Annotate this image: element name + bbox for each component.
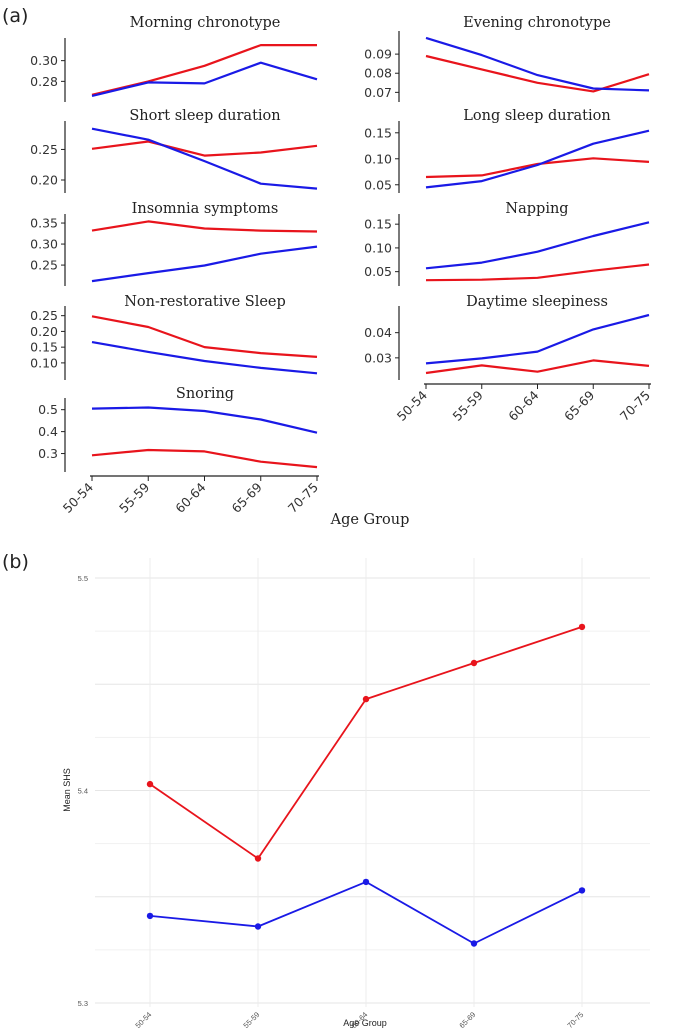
- x-tick-label: 55-59: [116, 479, 152, 515]
- y-tick-label: 0.3: [38, 446, 58, 461]
- shs-point-red: [254, 855, 262, 862]
- series-line-blue: [425, 36, 650, 92]
- y-tick-label: 0.04: [364, 325, 392, 340]
- y-tick-label: 0.5: [38, 402, 58, 417]
- y-tick-label: 0.07: [364, 85, 392, 100]
- x-tick-label: 70-75: [617, 388, 653, 424]
- x-tick-label: 60-64: [505, 387, 541, 423]
- y-tick-label: 5.3: [78, 999, 88, 1008]
- y-tick-label: 0.28: [30, 74, 58, 89]
- y-tick-label: 0.15: [30, 340, 58, 355]
- y-tick-label: 0.10: [30, 355, 58, 370]
- x-tick-label: 55-59: [241, 1010, 261, 1030]
- y-tick-label: 0.35: [30, 216, 58, 231]
- shs-point-red: [470, 659, 478, 667]
- y-tick-label: 0.25: [30, 308, 58, 323]
- subplot-1: Morning chronotype 0.28 0.30: [30, 15, 318, 102]
- y-axis-title-b: Mean SHS: [62, 768, 72, 812]
- series-line-blue: [425, 221, 650, 270]
- x-tick-label: 70-75: [565, 1010, 585, 1030]
- y-tick-label: 0.08: [364, 66, 392, 81]
- subplot-6: Napping 0.05 0.10 0.15: [364, 201, 650, 286]
- x-tick-label: 55-59: [450, 387, 486, 423]
- y-tick-label: 0.03: [364, 350, 392, 365]
- subplot-8: Daytime sleepiness 0.03 0.04 50-54 55-59 60-6…: [364, 294, 653, 424]
- y-tick-label: 0.25: [30, 142, 58, 157]
- subplot-7: Non-restorative Sleep 0.100.150.200.25: [30, 294, 318, 380]
- shs-point-red: [146, 780, 154, 788]
- subplot-title: Non-restorative Sleep: [124, 294, 286, 310]
- x-tick-label: 60-64: [172, 479, 208, 515]
- series-line-blue: [425, 313, 650, 365]
- series-line-red: [425, 54, 650, 93]
- y-tick-label: 0.30: [30, 237, 58, 252]
- series-line-blue: [425, 129, 650, 189]
- subplot-9: Snoring 0.3 0.4 0.5 50-54 55-59 60-64 65-69 70-7…: [38, 386, 321, 516]
- y-tick-label: 0.05: [364, 177, 392, 192]
- series-line-blue: [91, 341, 318, 375]
- y-tick-label: 0.4: [38, 424, 58, 439]
- subplot-title: Napping: [505, 201, 568, 217]
- x-tick-label: 50-54: [60, 479, 96, 515]
- y-tick-label: 0.05: [364, 264, 392, 279]
- shs-point-red: [578, 623, 586, 631]
- y-tick-label: 0.10: [364, 240, 392, 255]
- subplot-title: Short sleep duration: [129, 108, 280, 124]
- y-tick-label: 0.20: [30, 324, 58, 339]
- shs-point-red: [362, 695, 370, 703]
- series-line-red: [91, 315, 318, 358]
- subplot-title: Morning chronotype: [130, 15, 281, 31]
- y-tick-label: 5.5: [78, 574, 88, 583]
- series-line-red: [425, 157, 650, 179]
- series-line-blue: [91, 245, 318, 283]
- y-tick-label: 0.20: [30, 173, 58, 188]
- y-tick-label: 0.15: [364, 217, 392, 232]
- shs-point-blue: [362, 878, 370, 886]
- panel-b-label: (b): [2, 551, 29, 573]
- charts-group: Morning chronotype 0.28 0.30 Evening chrono…: [30, 15, 653, 1030]
- x-tick-label: 50-54: [394, 387, 430, 423]
- x-tick-label: 70-75: [285, 480, 321, 516]
- shs-point-blue: [254, 923, 262, 930]
- y-tick-label: 0.30: [30, 53, 58, 68]
- y-tick-label: 0.25: [30, 258, 58, 273]
- subplot-4: Long sleep duration 0.05 0.10 0.15: [364, 108, 650, 193]
- series-line-red: [425, 359, 650, 375]
- x-tick-label: 50-54: [133, 1010, 153, 1030]
- y-tick-label: 0.10: [364, 151, 392, 166]
- x-tick-label: 65-69: [561, 387, 597, 423]
- x-tick-label: 65-69: [457, 1010, 477, 1030]
- shs-point-blue: [578, 887, 586, 894]
- series-line-red: [91, 220, 318, 233]
- subplot-5: Insomnia symptoms 0.25 0.30 0.35: [30, 201, 318, 286]
- subplot-title: Daytime sleepiness: [466, 294, 608, 310]
- series-line-blue: [91, 61, 318, 97]
- y-tick-label: 5.4: [78, 787, 88, 796]
- series-line-red: [91, 448, 318, 469]
- subplot-3: Short sleep duration 0.20 0.25: [30, 108, 318, 193]
- shs-point-blue: [470, 940, 478, 947]
- y-tick-label: 0.09: [364, 47, 392, 62]
- x-axis-title-b: Age Group: [343, 1018, 387, 1028]
- series-line-red: [91, 140, 318, 157]
- subplot-2: Evening chronotype 0.07 0.08 0.09: [364, 15, 650, 102]
- series-line-blue: [91, 127, 318, 190]
- shs-point-blue: [146, 912, 154, 920]
- subplot-title: Long sleep duration: [463, 108, 610, 124]
- x-axis-title-a: Age Group: [330, 512, 410, 528]
- subplot-title: Snoring: [176, 386, 234, 402]
- subplot-title: Evening chronotype: [463, 15, 611, 31]
- series-line-red: [425, 263, 650, 282]
- y-tick-label: 0.15: [364, 125, 392, 140]
- panel-a-label: (a): [2, 5, 28, 27]
- x-tick-label: 65-69: [229, 479, 265, 515]
- subplot-title: Insomnia symptoms: [132, 201, 279, 217]
- series-line-blue: [91, 406, 318, 434]
